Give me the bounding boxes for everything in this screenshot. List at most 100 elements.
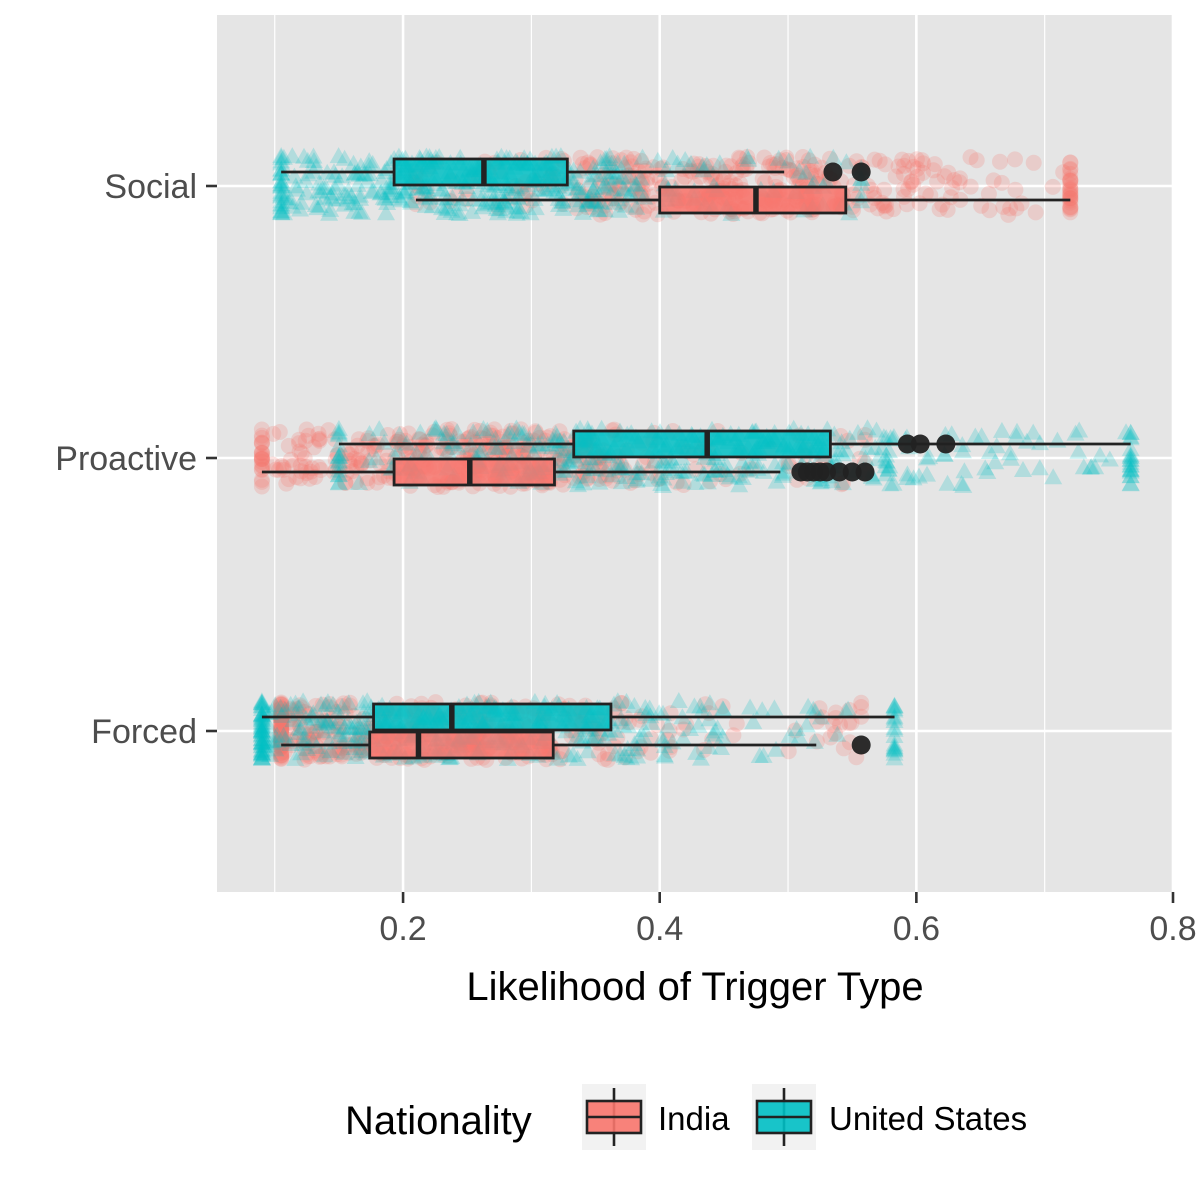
point-united-states: [548, 183, 566, 200]
point-united-states: [595, 201, 614, 218]
point-india: [439, 434, 456, 451]
point-india: [675, 477, 692, 493]
point-united-states: [823, 472, 842, 489]
point-india: [1062, 160, 1079, 177]
point-india: [350, 452, 367, 469]
point-united-states: [614, 716, 633, 733]
point-india: [282, 451, 299, 468]
point-india: [925, 162, 942, 179]
point-united-states: [918, 449, 936, 466]
point-india: [306, 723, 323, 740]
point-united-states: [335, 184, 354, 201]
point-united-states: [347, 726, 366, 743]
point-india: [486, 421, 503, 438]
point-india: [253, 444, 270, 461]
point-india: [346, 450, 363, 467]
point-india: [1062, 199, 1079, 216]
point-united-states: [1030, 434, 1049, 451]
point-united-states: [272, 172, 291, 189]
point-united-states: [321, 742, 340, 758]
point-india: [471, 422, 488, 439]
point-united-states: [338, 188, 357, 205]
point-india: [609, 185, 626, 202]
point-united-states: [513, 424, 532, 441]
point-india: [341, 452, 358, 469]
point-united-states: [351, 719, 370, 736]
point-united-states: [654, 477, 672, 493]
point-india: [264, 456, 281, 473]
point-united-states: [314, 722, 333, 739]
point-india: [441, 425, 458, 442]
point-india: [832, 716, 848, 733]
point-india: [273, 750, 290, 767]
point-india: [583, 199, 600, 216]
point-united-states: [801, 147, 820, 164]
point-united-states: [885, 749, 904, 766]
point-india: [527, 423, 544, 440]
point-united-states: [272, 177, 291, 194]
point-india: [596, 197, 613, 214]
point-united-states: [397, 434, 416, 451]
point-india: [890, 158, 907, 175]
point-united-states: [618, 468, 636, 484]
point-united-states: [272, 204, 291, 221]
point-united-states: [980, 443, 999, 459]
point-united-states: [389, 187, 408, 204]
point-india: [634, 206, 651, 223]
point-india: [282, 710, 298, 727]
point-united-states: [335, 195, 354, 212]
point-india: [697, 696, 714, 713]
point-united-states: [978, 463, 997, 479]
point-united-states: [252, 710, 271, 727]
point-united-states: [558, 451, 577, 468]
point-united-states: [630, 728, 649, 745]
outlier-proactive-india: [855, 462, 875, 482]
point-india: [494, 428, 511, 445]
point-united-states: [879, 460, 898, 477]
point-united-states: [1086, 458, 1105, 475]
point-united-states: [338, 712, 357, 729]
point-united-states: [288, 180, 306, 197]
point-united-states: [873, 439, 892, 456]
point-united-states: [252, 733, 271, 750]
point-united-states: [252, 734, 271, 751]
point-united-states: [252, 725, 271, 742]
point-india: [321, 696, 338, 713]
point-united-states: [252, 694, 271, 710]
point-india: [1062, 170, 1079, 187]
point-united-states: [529, 180, 548, 197]
point-united-states: [298, 151, 317, 168]
point-united-states: [840, 429, 859, 446]
point-united-states: [831, 441, 850, 458]
point-united-states: [876, 457, 895, 474]
box-forced-united-states: [372, 702, 613, 732]
point-united-states: [955, 462, 974, 479]
point-india: [379, 447, 396, 464]
point-united-states: [499, 426, 518, 443]
point-india: [596, 750, 613, 767]
point-united-states: [551, 450, 570, 467]
point-united-states: [526, 199, 545, 216]
point-india: [877, 156, 894, 173]
point-india: [931, 201, 948, 218]
point-united-states: [918, 465, 936, 482]
point-united-states: [335, 718, 354, 735]
point-india: [639, 197, 656, 214]
point-united-states: [283, 147, 302, 164]
point-india: [985, 172, 1002, 189]
y-tick-label-social: Social: [104, 168, 197, 206]
point-united-states: [486, 195, 505, 212]
point-india: [320, 719, 337, 736]
point-india: [253, 434, 270, 451]
point-india: [422, 194, 439, 211]
point-india: [424, 427, 441, 444]
point-india: [513, 421, 529, 438]
point-united-states: [272, 706, 291, 723]
point-united-states: [308, 199, 327, 216]
point-india: [787, 722, 804, 739]
point-india: [284, 706, 301, 723]
point-united-states: [754, 746, 773, 763]
point-india: [301, 470, 318, 487]
point-united-states: [329, 424, 348, 441]
point-india: [353, 744, 369, 761]
